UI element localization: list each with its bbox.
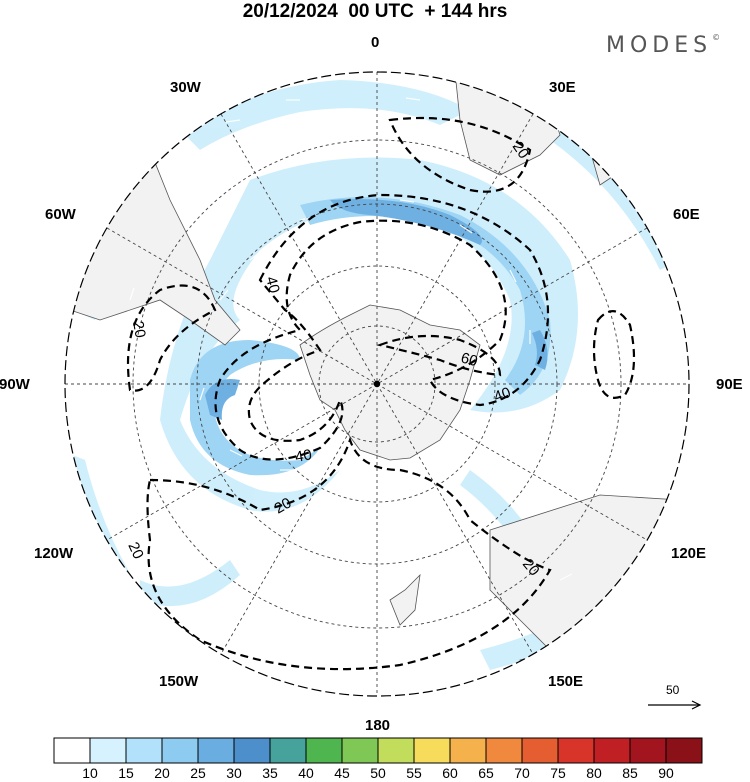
forecast-title: 20/12/2024 00 UTC + 144 hrs — [242, 1, 508, 22]
colorbar-swatch — [449, 737, 487, 764]
colorbar-swatch — [593, 737, 631, 764]
lon-label-30w: 30W — [170, 79, 201, 96]
lon-label-150e: 150E — [548, 673, 584, 690]
south-pole-marker — [373, 380, 381, 388]
lon-label-90w: 90W — [0, 376, 30, 393]
map-border — [64, 71, 690, 697]
lon-label-120w: 120W — [34, 545, 74, 562]
colorbar-tick-label: 85 — [622, 765, 638, 781]
contour-label: 40 — [492, 384, 513, 406]
colorbar-swatch — [665, 737, 703, 764]
colorbar-tick-label: 80 — [586, 765, 602, 781]
wind-speed-shading-core — [205, 199, 548, 420]
colorbar-swatch — [89, 737, 127, 764]
colorbar-swatch — [557, 737, 595, 764]
lon-label-150w: 150W — [159, 673, 199, 690]
colorbar-swatch — [413, 737, 451, 764]
contour-label: 20 — [129, 320, 149, 339]
colorbar-tick-label: 90 — [658, 765, 674, 781]
south-america — [65, 149, 241, 346]
colorbar-swatch — [305, 737, 343, 764]
colorbar-swatch — [377, 737, 415, 764]
contour-label: 20 — [124, 540, 146, 562]
colorbar-tick-label: 25 — [190, 765, 206, 781]
colorbar-swatch — [269, 737, 307, 764]
contours — [126, 116, 636, 671]
lon-label-30e: 30E — [549, 79, 576, 96]
colorbar-swatch — [161, 737, 199, 764]
colorbar-swatch — [521, 737, 559, 764]
lon-label-0: 0 — [371, 34, 380, 51]
colorbar-tick-label: 45 — [334, 765, 350, 781]
colorbar-tick-label: 50 — [370, 765, 386, 781]
new-zealand — [389, 573, 421, 626]
lon-label-120e: 120E — [671, 545, 707, 562]
colorbar-swatch — [341, 737, 379, 764]
colorbar-tick-label: 35 — [262, 765, 278, 781]
colorbar-tick-label: 60 — [442, 765, 458, 781]
colorbar-swatch — [53, 737, 91, 764]
colorbar — [53, 737, 703, 764]
colorbar-tick-label: 10 — [82, 765, 98, 781]
colorbar-tick-label: 20 — [154, 765, 170, 781]
colorbar-tick-label: 75 — [550, 765, 566, 781]
colorbar-tick-label: 40 — [298, 765, 314, 781]
colorbar-swatch — [485, 737, 523, 764]
wind-scale-label: 50 — [666, 683, 680, 697]
contour-label: 40 — [294, 446, 313, 466]
wind-scale-arrowhead — [691, 700, 702, 710]
lon-label-180: 180 — [365, 717, 391, 734]
brand-logo: MODES© — [606, 33, 721, 58]
colorbar-swatch — [125, 737, 163, 764]
antarctica — [299, 304, 481, 461]
colorbar-tick-label: 30 — [226, 765, 242, 781]
colorbar-tick-label: 65 — [478, 765, 494, 781]
lon-label-60e: 60E — [673, 206, 700, 223]
australia — [489, 494, 689, 651]
contour-label: 60 — [459, 349, 480, 370]
lon-label-90e: 90E — [716, 376, 743, 393]
colorbar-tick-label: 15 — [118, 765, 134, 781]
colorbar-swatch — [197, 737, 235, 764]
colorbar-swatch — [233, 737, 271, 764]
contour-label: 20 — [509, 139, 532, 162]
colorbar-tick-label: 55 — [406, 765, 422, 781]
contour-label: 40 — [262, 275, 283, 296]
colorbar-swatch — [629, 737, 667, 764]
contour-label: 20 — [272, 494, 295, 517]
lon-label-60w: 60W — [45, 206, 76, 223]
colorbar-tick-label: 70 — [514, 765, 530, 781]
